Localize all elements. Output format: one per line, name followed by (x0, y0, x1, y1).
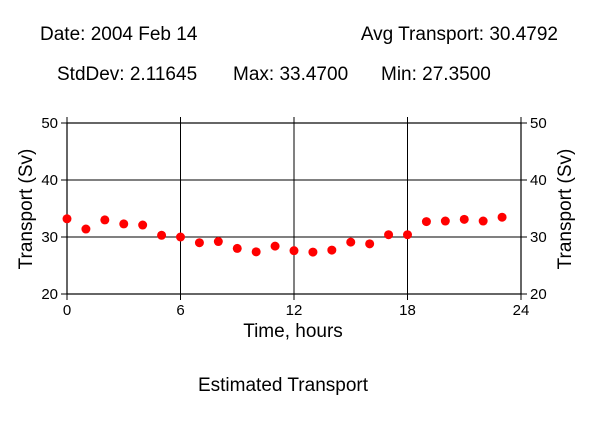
data-point (213, 237, 223, 247)
y-tick-label-left: 30 (41, 229, 58, 246)
y-tick-label-right: 30 (530, 229, 547, 246)
y-tick-label-left: 50 (41, 115, 58, 132)
data-point (270, 241, 280, 251)
data-point (251, 247, 261, 257)
data-point (346, 237, 356, 247)
data-point (308, 247, 318, 257)
data-point (100, 215, 110, 225)
data-points (62, 212, 507, 257)
grid-lines (67, 123, 521, 294)
y-tick-label-right: 40 (530, 172, 547, 189)
data-point (440, 216, 450, 226)
data-point (289, 246, 299, 256)
date-label: Date: 2004 Feb 14 (40, 24, 198, 45)
data-point (194, 238, 204, 248)
stddev-label: StdDev: 2.11645 (57, 64, 198, 85)
data-point (119, 219, 129, 229)
data-point (384, 230, 394, 240)
y-tick-label-right: 20 (530, 286, 547, 303)
x-tick-label: 0 (63, 302, 71, 319)
data-point (478, 216, 488, 226)
x-tick-label: 18 (399, 302, 416, 319)
data-point (157, 230, 167, 240)
x-axis-label: Time, hours (243, 321, 343, 342)
x-tick-label: 12 (286, 302, 303, 319)
data-point (497, 212, 507, 222)
data-point (176, 232, 185, 242)
data-point (232, 243, 242, 253)
data-point (421, 217, 431, 227)
y-axis-label-left: Transport (Sv) (16, 149, 37, 270)
y-tick-label-left: 40 (41, 172, 58, 189)
data-point (81, 224, 91, 234)
max-label: Max: 33.4700 (233, 64, 349, 85)
data-point (327, 245, 337, 255)
data-point (459, 214, 469, 224)
x-tick-label: 24 (513, 302, 530, 319)
data-point (138, 220, 148, 230)
data-point (403, 230, 412, 240)
y-tick-label-left: 20 (41, 286, 58, 303)
x-tick-label: 6 (176, 302, 184, 319)
y-axis-label-right: Transport (Sv) (555, 149, 576, 270)
data-point (365, 239, 375, 249)
data-point (62, 214, 72, 224)
avg-transport-label: Avg Transport: 30.4792 (360, 24, 558, 45)
chart-title: Estimated Transport (198, 375, 369, 396)
y-tick-label-right: 50 (530, 115, 547, 132)
min-label: Min: 27.3500 (381, 64, 491, 85)
